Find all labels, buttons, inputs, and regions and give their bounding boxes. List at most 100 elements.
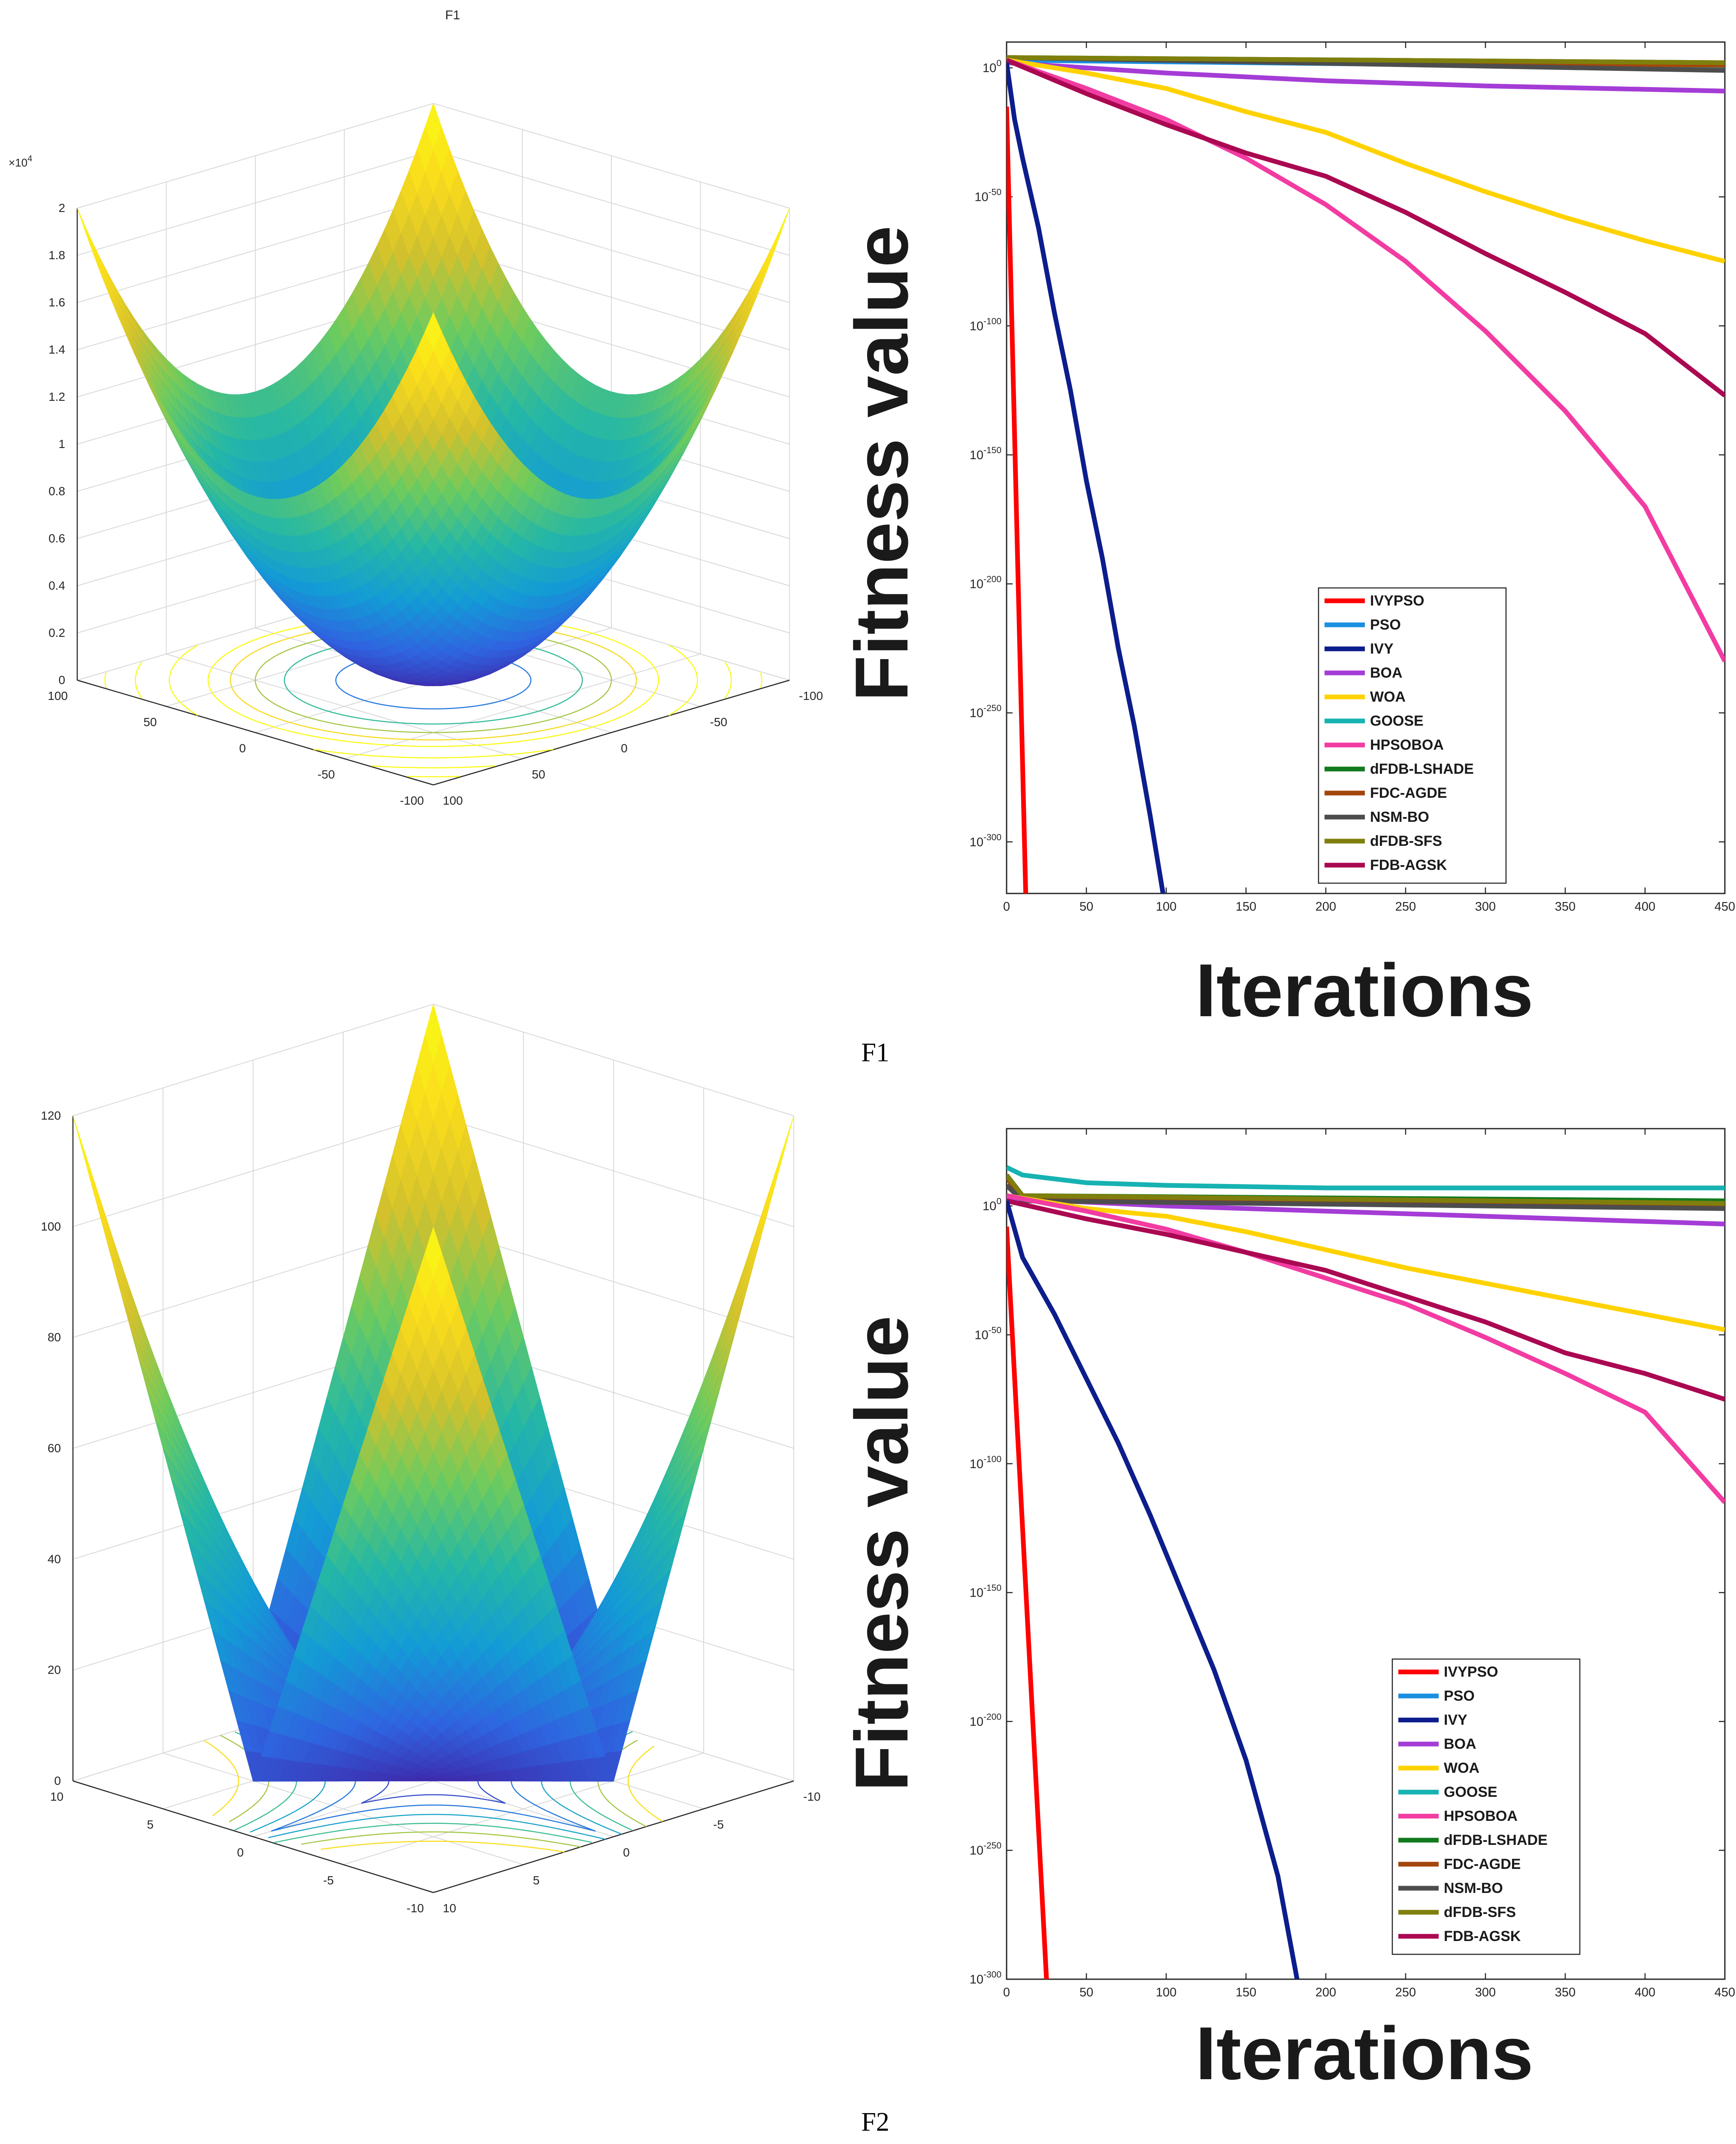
z-tick-label: 0 bbox=[54, 1774, 61, 1787]
series-line-woa bbox=[1007, 1193, 1725, 1332]
contour-line bbox=[371, 765, 496, 769]
x-tick-label: 150 bbox=[1236, 1986, 1256, 1999]
surface-cell bbox=[752, 1206, 770, 1258]
f2-y-axis-label: Fitness value bbox=[840, 1316, 924, 1792]
surface-cell bbox=[73, 1115, 90, 1170]
y-tick-label: 5 bbox=[533, 1874, 540, 1887]
contour-line bbox=[268, 1814, 606, 1840]
legend: IVYPSO PSO IVY BOA WOA GOOSE HPSOBOA dFDB-LSHAD… bbox=[1318, 587, 1507, 884]
x-tick-label: 0 bbox=[1003, 1986, 1010, 1999]
x-tick-label: 100 bbox=[1156, 1986, 1176, 1999]
y-tick-label: -5 bbox=[713, 1818, 724, 1831]
surface-cell bbox=[777, 1115, 794, 1170]
f2-caption: F2 bbox=[861, 2108, 889, 2137]
legend-item: FDC-AGDE bbox=[1325, 785, 1447, 801]
surface-cell bbox=[736, 1257, 753, 1306]
contour-line bbox=[724, 661, 732, 699]
y-tick-label: -100 bbox=[799, 689, 823, 703]
y-tick-label: 10 bbox=[443, 1902, 456, 1915]
z-tick-label: 100 bbox=[41, 1220, 61, 1233]
x-tick-label: 200 bbox=[1316, 1986, 1336, 1999]
y-tick-label: 50 bbox=[532, 768, 545, 781]
contour-line bbox=[407, 776, 460, 778]
legend-label: GOOSE bbox=[1444, 1784, 1497, 1800]
f1-caption: F1 bbox=[861, 1038, 889, 1067]
f1-z-exponent-base: ×10 bbox=[9, 156, 27, 169]
z-tick-label: 1.2 bbox=[48, 390, 65, 403]
contour-line bbox=[169, 644, 199, 716]
tick-labels: 120 100 80 60 40 20 0 -10 -5 0 5 10 -10 -5 0 5 10 bbox=[41, 1109, 820, 1915]
contour-line bbox=[284, 636, 583, 725]
legend-label: PSO bbox=[1370, 617, 1401, 633]
y-tick-label: 10-200 bbox=[970, 575, 1001, 591]
x-tick-label: -50 bbox=[318, 768, 335, 781]
contour-line bbox=[230, 620, 637, 741]
surface-cell bbox=[425, 312, 442, 351]
legend-label: WOA bbox=[1444, 1760, 1479, 1776]
contour-line bbox=[760, 672, 762, 688]
contour-line bbox=[668, 644, 698, 716]
legend-item: IVYPSO bbox=[1325, 593, 1424, 609]
f2-convergence-plot: Fitness value Iterations 0 50 100 150 200 250… bbox=[840, 1128, 1735, 2096]
surface-cell bbox=[93, 244, 110, 285]
series-line-hpsoboa bbox=[1007, 1193, 1725, 1504]
surface-cell bbox=[97, 1206, 115, 1258]
contour-line bbox=[135, 661, 142, 699]
legend-label: NSM-BO bbox=[1370, 809, 1429, 825]
y-axis-line bbox=[433, 679, 790, 786]
legend-label: GOOSE bbox=[1370, 713, 1424, 729]
contour-line bbox=[627, 1745, 663, 1822]
legend-item: PSO bbox=[1398, 1688, 1475, 1704]
y-tick-label: 10-100 bbox=[970, 316, 1001, 333]
legend-item: FDB-AGSK bbox=[1325, 857, 1447, 873]
y-tick-label: 0 bbox=[623, 1846, 630, 1859]
surface-cell bbox=[756, 244, 774, 285]
legend-item: FDB-AGSK bbox=[1398, 1928, 1521, 1944]
legend-item: BOA bbox=[1398, 1736, 1476, 1752]
contour-line bbox=[361, 1794, 506, 1804]
surface-cell bbox=[752, 1199, 770, 1251]
x-tick-label: 100 bbox=[48, 689, 68, 703]
legend-item: HPSOBOA bbox=[1325, 737, 1444, 753]
legend-item: dFDB-LSHADE bbox=[1325, 761, 1474, 777]
z-tick-label: 1 bbox=[58, 437, 65, 451]
legend-label: FDC-AGDE bbox=[1370, 785, 1447, 801]
z-tick-label: 0 bbox=[58, 673, 65, 687]
x-tick-label: 50 bbox=[1080, 900, 1093, 914]
surface-cell bbox=[105, 1228, 123, 1278]
x-tick-label: 350 bbox=[1555, 1986, 1576, 1999]
y-axis-line bbox=[433, 1780, 794, 1893]
surface-cell bbox=[85, 227, 102, 268]
contour-line bbox=[271, 1804, 596, 1832]
legend-label: dFDB-SFS bbox=[1370, 833, 1442, 849]
x-tick-label: 0 bbox=[239, 742, 246, 755]
legend-label: FDB-AGSK bbox=[1444, 1928, 1521, 1944]
f1-x-axis-label: Iterations bbox=[1195, 949, 1533, 1033]
legend-item: FDC-AGDE bbox=[1398, 1856, 1521, 1872]
series-line-goose bbox=[1007, 1165, 1725, 1190]
legend-label: FDC-AGDE bbox=[1444, 1856, 1521, 1872]
series-lines bbox=[1007, 55, 1725, 893]
legend-label: BOA bbox=[1444, 1736, 1476, 1752]
x-tick-label: -10 bbox=[407, 1902, 424, 1915]
f2-x-axis-label: Iterations bbox=[1195, 2012, 1533, 2096]
legend-label: dFDB-SFS bbox=[1444, 1904, 1516, 1920]
surface-cell bbox=[765, 227, 782, 268]
x-tick-label: -5 bbox=[323, 1874, 334, 1887]
legend-item: dFDB-LSHADE bbox=[1398, 1832, 1548, 1848]
x-tick-label: 10 bbox=[50, 1790, 64, 1803]
z-tick-label: 0.8 bbox=[48, 485, 65, 498]
series-line-ivy bbox=[1007, 1200, 1300, 1979]
f1-z-exponent: ×104 bbox=[9, 154, 32, 169]
y-tick-label: 10-300 bbox=[970, 1970, 1001, 1987]
x-tick-label: 0 bbox=[237, 1846, 244, 1859]
legend-label: WOA bbox=[1370, 689, 1406, 705]
y-tick-label: 10-50 bbox=[974, 1325, 1001, 1342]
surface-mesh bbox=[73, 1003, 794, 1782]
surface-cell bbox=[81, 1146, 98, 1199]
y-tick-label: 10-250 bbox=[970, 703, 1001, 720]
legend-label: HPSOBOA bbox=[1444, 1808, 1518, 1824]
x-tick-label: 300 bbox=[1475, 900, 1496, 914]
z-tick-label: 2 bbox=[58, 201, 65, 215]
legend-item: NSM-BO bbox=[1398, 1880, 1503, 1896]
